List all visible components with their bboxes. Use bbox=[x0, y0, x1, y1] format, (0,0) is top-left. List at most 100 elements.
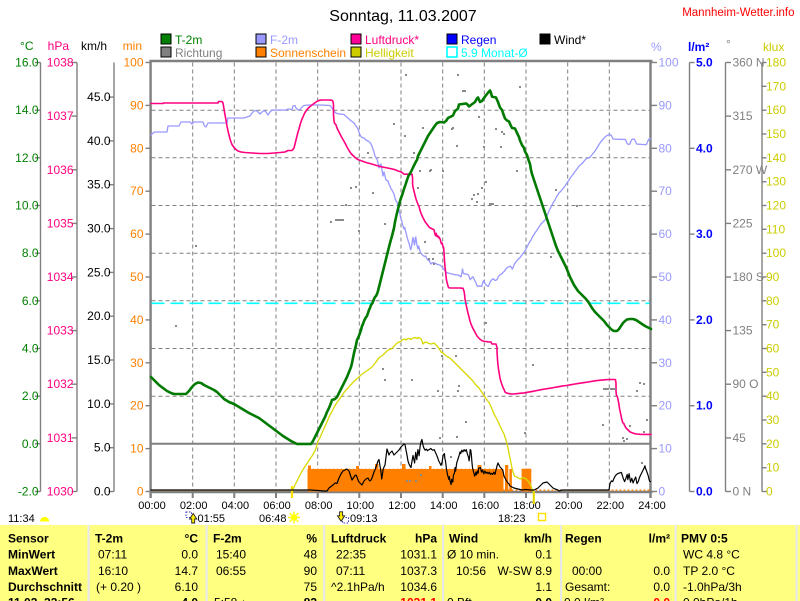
svg-text:20:00: 20:00 bbox=[555, 500, 583, 512]
svg-text:45.0: 45.0 bbox=[87, 90, 111, 104]
svg-text:70: 70 bbox=[130, 184, 144, 198]
svg-text:110: 110 bbox=[766, 222, 785, 236]
svg-text:1031.1: 1031.1 bbox=[400, 548, 437, 562]
svg-text:60: 60 bbox=[659, 227, 673, 241]
svg-text:6.0: 6.0 bbox=[22, 294, 39, 308]
svg-text:18:00: 18:00 bbox=[513, 500, 541, 512]
svg-text:14.0: 14.0 bbox=[15, 103, 39, 117]
svg-text:15.0: 15.0 bbox=[87, 353, 111, 367]
svg-text:130: 130 bbox=[766, 175, 786, 189]
svg-text:80: 80 bbox=[766, 294, 780, 308]
svg-text:90: 90 bbox=[304, 564, 318, 578]
svg-text:1034.6: 1034.6 bbox=[400, 580, 437, 594]
svg-text:1037: 1037 bbox=[47, 109, 74, 123]
svg-text:100: 100 bbox=[659, 56, 679, 70]
svg-text:20: 20 bbox=[659, 399, 673, 413]
svg-text:8.0: 8.0 bbox=[22, 246, 39, 260]
svg-text:22:35: 22:35 bbox=[336, 548, 366, 562]
svg-text:1038: 1038 bbox=[47, 56, 74, 70]
svg-text:01:55: 01:55 bbox=[198, 513, 226, 525]
svg-text:100: 100 bbox=[766, 246, 786, 260]
svg-text:09:13: 09:13 bbox=[350, 513, 378, 525]
svg-text:TP 2.0 °C: TP 2.0 °C bbox=[683, 564, 735, 578]
svg-text:Sensor: Sensor bbox=[8, 532, 49, 546]
svg-text:1.1: 1.1 bbox=[535, 580, 552, 594]
svg-text:40.0: 40.0 bbox=[87, 134, 111, 148]
svg-text:(+ 0.20 ): (+ 0.20 ) bbox=[96, 580, 141, 594]
svg-text:90 O: 90 O bbox=[733, 377, 759, 391]
svg-text:W-SW 8.9: W-SW 8.9 bbox=[498, 564, 553, 578]
svg-text:0.0hPa/1h: 0.0hPa/1h bbox=[683, 596, 738, 601]
svg-text:Luftdruck*: Luftdruck* bbox=[365, 33, 419, 47]
svg-text:WC 4.8 °C: WC 4.8 °C bbox=[683, 548, 740, 562]
svg-text:60: 60 bbox=[766, 342, 780, 356]
svg-text:0.0: 0.0 bbox=[181, 548, 198, 562]
svg-text:2.0: 2.0 bbox=[22, 389, 39, 403]
svg-text:135: 135 bbox=[733, 324, 753, 338]
svg-text:225: 225 bbox=[733, 216, 753, 230]
svg-text:40: 40 bbox=[766, 389, 780, 403]
svg-text:Richtung: Richtung bbox=[175, 46, 222, 60]
svg-text:315: 315 bbox=[733, 109, 753, 123]
svg-text:km/h: km/h bbox=[81, 39, 107, 53]
svg-text:20: 20 bbox=[130, 399, 144, 413]
svg-text:10: 10 bbox=[766, 461, 780, 475]
svg-text:3.0: 3.0 bbox=[696, 227, 713, 241]
svg-text:Helligkeit: Helligkeit bbox=[365, 46, 414, 60]
svg-text:-2.0: -2.0 bbox=[18, 485, 39, 499]
svg-text:140: 140 bbox=[766, 151, 786, 165]
svg-text:48: 48 bbox=[304, 548, 318, 562]
svg-text:10: 10 bbox=[659, 442, 673, 456]
svg-text:16:10: 16:10 bbox=[98, 564, 128, 578]
svg-text:170: 170 bbox=[766, 79, 786, 93]
svg-text:180: 180 bbox=[766, 56, 786, 70]
svg-text:°C: °C bbox=[20, 39, 34, 53]
svg-text:0.0: 0.0 bbox=[535, 596, 552, 601]
svg-text:%: % bbox=[306, 532, 317, 546]
svg-text:T-2m: T-2m bbox=[175, 33, 202, 47]
svg-text:80: 80 bbox=[130, 141, 144, 155]
svg-text:00:00: 00:00 bbox=[138, 500, 166, 512]
svg-text:24:00: 24:00 bbox=[638, 500, 666, 512]
svg-text:00:00: 00:00 bbox=[572, 564, 602, 578]
svg-text:06:55: 06:55 bbox=[216, 564, 246, 578]
svg-text:5.9 Monat-Ø: 5.9 Monat-Ø bbox=[461, 46, 528, 60]
svg-text:0: 0 bbox=[137, 485, 144, 499]
svg-text:Regen: Regen bbox=[565, 532, 602, 546]
svg-text:hPa: hPa bbox=[415, 532, 437, 546]
svg-text:Wind: Wind bbox=[449, 532, 478, 546]
svg-text:12:00: 12:00 bbox=[388, 500, 416, 512]
svg-text:hPa: hPa bbox=[48, 39, 70, 53]
svg-text:5.0: 5.0 bbox=[94, 441, 111, 455]
svg-text:Gesamt:: Gesamt: bbox=[565, 580, 610, 594]
svg-text:30: 30 bbox=[659, 356, 673, 370]
svg-text:0.0: 0.0 bbox=[94, 485, 111, 499]
svg-text:0.0 l/m²: 0.0 l/m² bbox=[564, 596, 604, 601]
svg-text:Sonntag, 11.03.2007: Sonntag, 11.03.2007 bbox=[329, 8, 476, 25]
svg-text:40: 40 bbox=[130, 313, 144, 327]
svg-text:T-2m: T-2m bbox=[95, 532, 123, 546]
svg-text:60: 60 bbox=[130, 227, 144, 241]
svg-text:0.0: 0.0 bbox=[653, 596, 670, 601]
svg-text:Wind*: Wind* bbox=[554, 33, 586, 47]
svg-text:4.0: 4.0 bbox=[181, 596, 198, 601]
svg-text:50: 50 bbox=[130, 270, 144, 284]
svg-text:30: 30 bbox=[766, 413, 780, 427]
svg-text:10:56: 10:56 bbox=[456, 564, 486, 578]
svg-text:180 S: 180 S bbox=[733, 270, 764, 284]
svg-text:Regen: Regen bbox=[461, 33, 496, 47]
svg-text:0.0: 0.0 bbox=[696, 485, 713, 499]
svg-text:klux: klux bbox=[763, 40, 784, 54]
svg-text:PMV 0:5: PMV 0:5 bbox=[681, 532, 728, 546]
svg-text:30.0: 30.0 bbox=[87, 222, 111, 236]
svg-text:1037.3: 1037.3 bbox=[400, 564, 437, 578]
svg-text:150: 150 bbox=[766, 127, 786, 141]
svg-text:50: 50 bbox=[659, 270, 673, 284]
svg-text:35.0: 35.0 bbox=[87, 178, 111, 192]
svg-text:6.10: 6.10 bbox=[175, 580, 199, 594]
svg-text:12.0: 12.0 bbox=[15, 151, 39, 165]
svg-text:km/h: km/h bbox=[524, 532, 552, 546]
svg-text:0 Bft: 0 Bft bbox=[447, 596, 472, 601]
svg-text:04:00: 04:00 bbox=[222, 500, 250, 512]
svg-text:90: 90 bbox=[766, 270, 780, 284]
